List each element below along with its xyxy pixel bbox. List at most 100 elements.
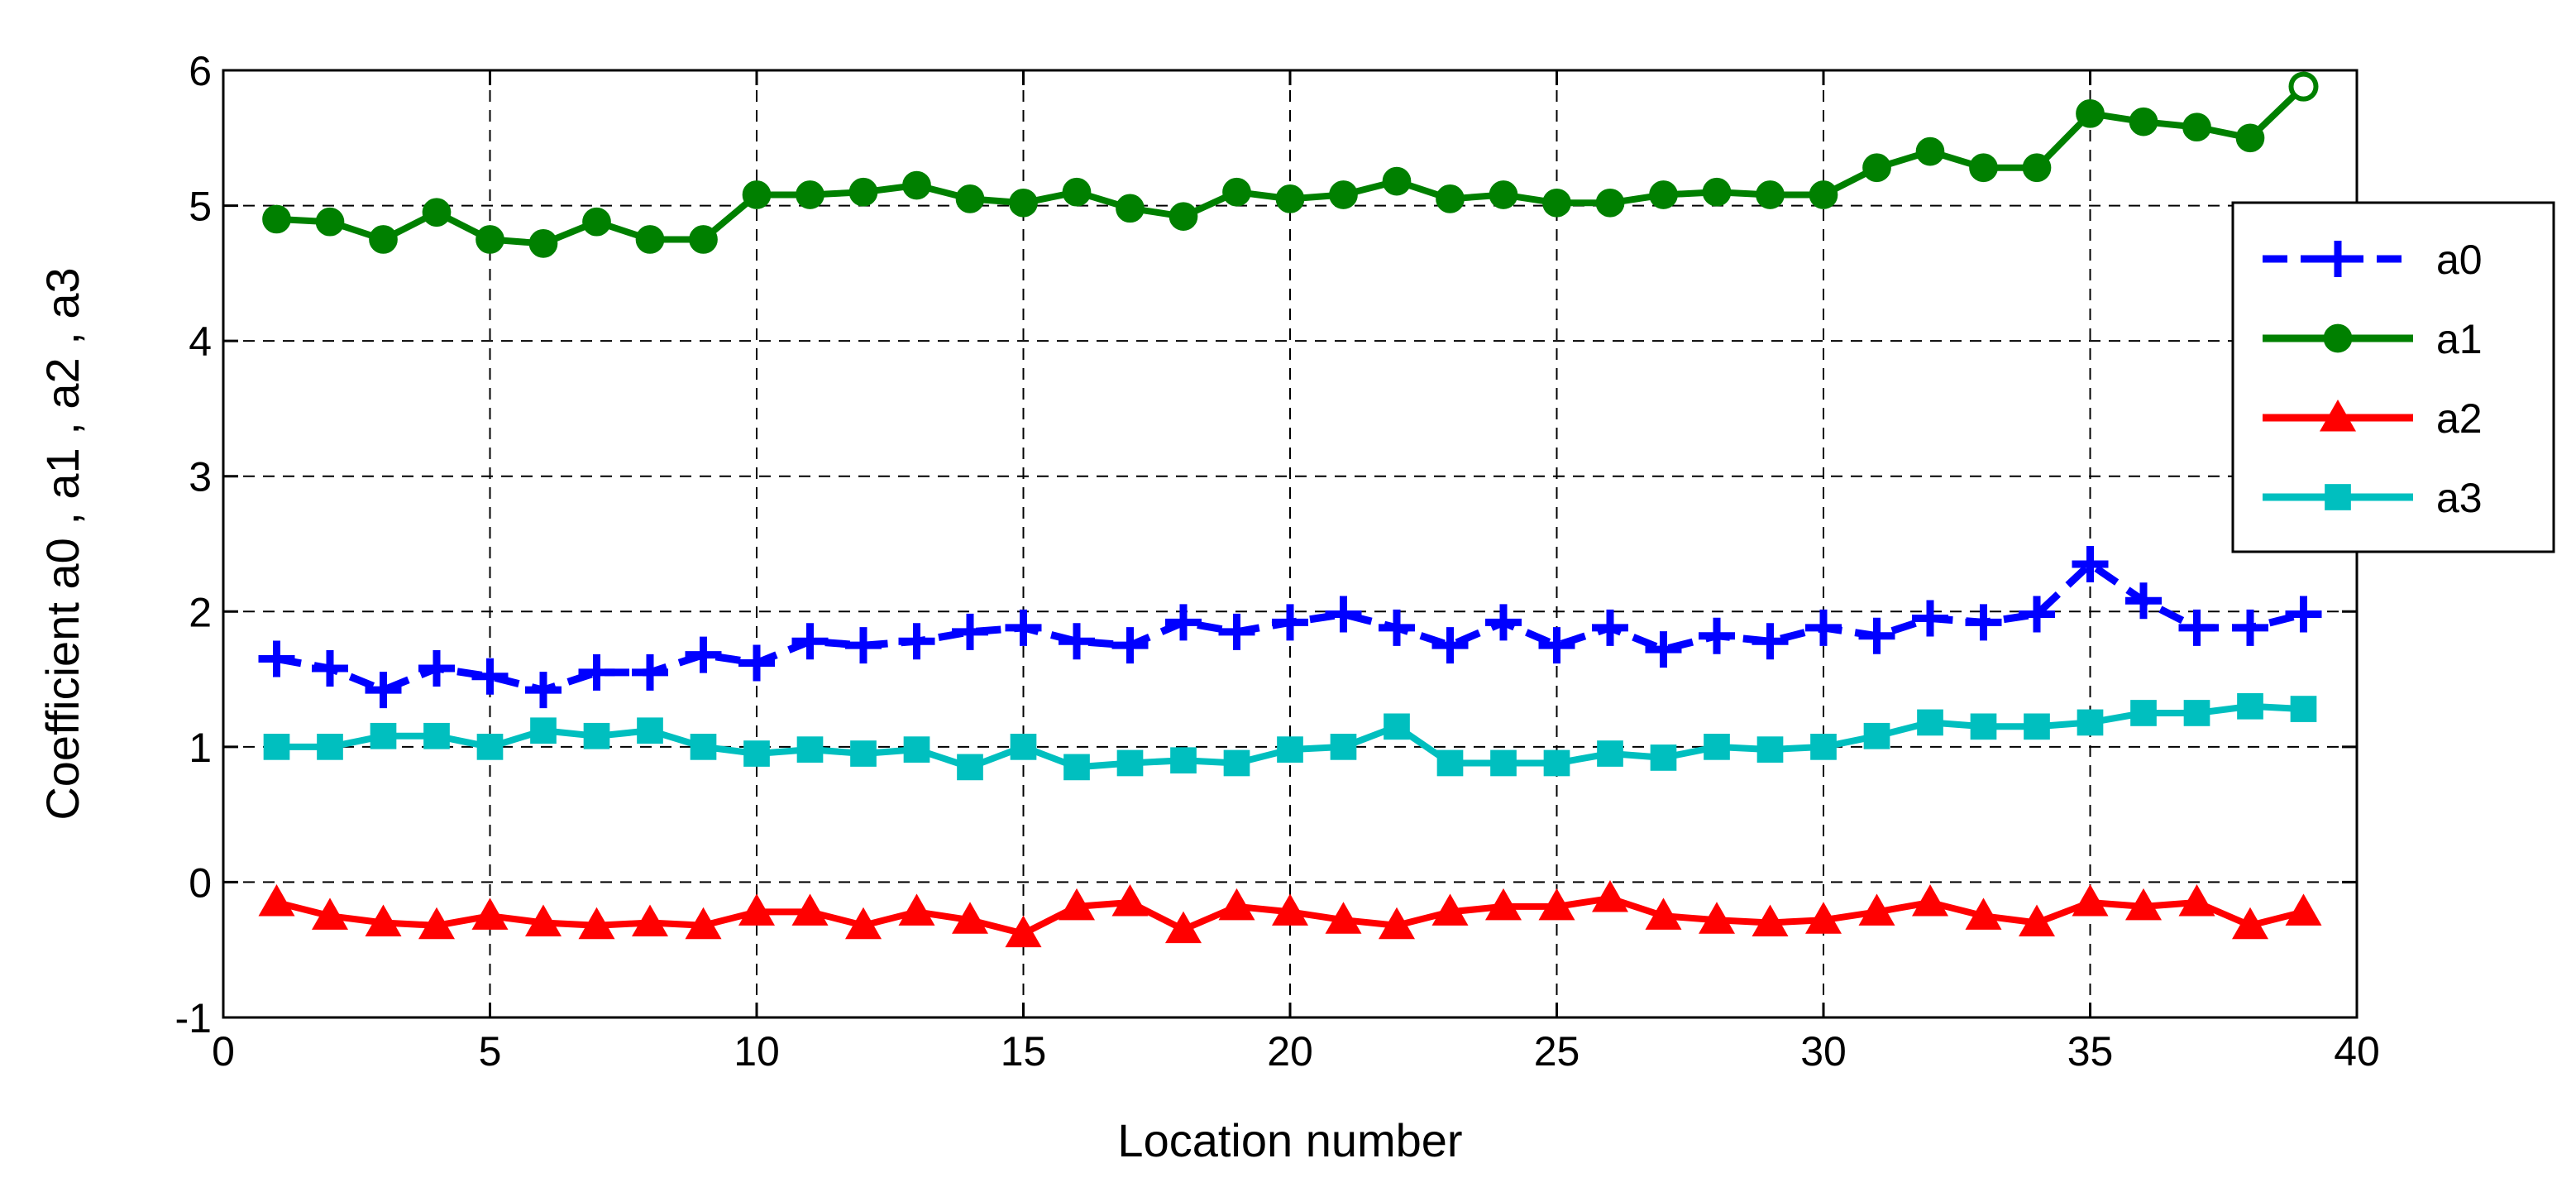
data-point-a3 bbox=[2077, 709, 2104, 736]
y-tick-label: -1 bbox=[175, 995, 212, 1041]
data-point-a3 bbox=[2237, 692, 2263, 720]
data-point-a0 bbox=[2285, 596, 2322, 633]
x-axis-label: Location number bbox=[1117, 1114, 1462, 1166]
data-point-a1 bbox=[422, 198, 452, 227]
series-a3 bbox=[263, 692, 2317, 781]
data-point-a1 bbox=[1222, 177, 1251, 207]
data-point-a1 bbox=[955, 184, 985, 213]
data-point-a0 bbox=[1059, 623, 1095, 660]
data-point-a0 bbox=[791, 623, 829, 660]
data-point-a1 bbox=[2235, 123, 2265, 153]
x-tick-label: 30 bbox=[1800, 1028, 1847, 1075]
data-point-a0 bbox=[1005, 609, 1042, 646]
data-point-a0 bbox=[1805, 609, 1842, 646]
data-point-a2 bbox=[1805, 902, 1842, 934]
data-point-a0 bbox=[685, 636, 722, 673]
data-point-a3 bbox=[850, 740, 877, 767]
data-point-a2 bbox=[1431, 893, 1469, 926]
data-point-a3 bbox=[263, 734, 290, 760]
data-point-a0 bbox=[525, 672, 562, 709]
data-point-a1 bbox=[1116, 194, 1145, 223]
data-point-a1 bbox=[1436, 184, 1465, 213]
legend-marker-a3 bbox=[2325, 484, 2351, 510]
data-point-a2 bbox=[1218, 888, 1255, 921]
data-point-a3 bbox=[317, 734, 343, 760]
data-point-a0 bbox=[1752, 623, 1789, 660]
y-tick-label: 4 bbox=[189, 318, 212, 365]
data-point-a1 bbox=[2129, 107, 2158, 136]
data-point-a1 bbox=[1329, 180, 1358, 209]
data-point-a2 bbox=[1752, 904, 1789, 936]
data-point-a0 bbox=[2232, 609, 2268, 646]
data-point-a2 bbox=[845, 907, 882, 940]
data-point-a2 bbox=[1858, 893, 1895, 926]
data-point-a1 bbox=[2076, 99, 2105, 128]
data-point-a0 bbox=[1218, 613, 1255, 650]
legend-marker-a0 bbox=[2320, 241, 2356, 277]
data-point-a2 bbox=[2178, 883, 2215, 917]
data-point-a0 bbox=[738, 644, 775, 682]
data-point-a3 bbox=[583, 722, 610, 749]
data-point-a1 bbox=[1542, 188, 1571, 218]
data-point-a3 bbox=[1223, 749, 1250, 777]
data-point-a3 bbox=[1810, 734, 1837, 760]
legend-label-a2: a2 bbox=[2436, 395, 2483, 442]
data-point-a0 bbox=[365, 672, 402, 709]
data-point-a0 bbox=[2178, 609, 2215, 646]
data-point-a3 bbox=[1650, 744, 1677, 771]
data-point-a1 bbox=[848, 177, 878, 207]
legend: a0 a1 a2 a3 bbox=[2231, 201, 2555, 553]
data-point-a1 bbox=[315, 207, 345, 237]
data-point-a0 bbox=[1592, 609, 1628, 646]
data-point-a1 bbox=[1862, 153, 1891, 183]
data-point-a3 bbox=[530, 717, 557, 744]
data-point-a2 bbox=[1965, 898, 2002, 930]
data-point-a2 bbox=[2125, 888, 2162, 921]
y-tick-label: 1 bbox=[189, 725, 212, 771]
data-point-a1 bbox=[1809, 180, 1838, 209]
data-point-a1 bbox=[1382, 166, 1412, 196]
x-tick-label: 15 bbox=[1001, 1028, 1047, 1075]
x-tick-label: 25 bbox=[1534, 1028, 1580, 1075]
data-point-a1 bbox=[1169, 202, 1198, 231]
y-tick-label: 2 bbox=[189, 589, 212, 635]
data-point-a2 bbox=[738, 893, 775, 926]
y-tick-label: 6 bbox=[189, 48, 212, 94]
x-tick-label: 0 bbox=[212, 1028, 235, 1075]
series-a2 bbox=[258, 880, 2322, 948]
data-point-a3 bbox=[476, 734, 504, 760]
data-point-a1 bbox=[1595, 188, 1625, 218]
x-tick-label: 5 bbox=[479, 1028, 502, 1075]
data-point-a1 bbox=[528, 229, 558, 258]
data-point-a1 bbox=[2288, 71, 2319, 102]
data-point-a3 bbox=[1170, 747, 1197, 774]
data-point-a0 bbox=[1111, 627, 1149, 664]
data-point-a3 bbox=[2024, 713, 2050, 740]
data-point-a2 bbox=[2232, 907, 2268, 940]
data-point-a2 bbox=[632, 904, 668, 936]
data-point-a2 bbox=[418, 907, 455, 940]
data-point-a1 bbox=[1275, 184, 1305, 213]
data-point-a3 bbox=[1384, 713, 1410, 740]
data-point-a3 bbox=[957, 754, 983, 781]
data-point-a2 bbox=[578, 907, 615, 940]
data-point-a1 bbox=[902, 170, 931, 200]
data-point-a0 bbox=[898, 623, 935, 660]
data-point-a0 bbox=[1165, 604, 1202, 641]
data-point-a0 bbox=[1699, 617, 1735, 654]
series-group bbox=[258, 71, 2322, 948]
data-point-a3 bbox=[1436, 749, 1464, 777]
data-point-a1 bbox=[2182, 112, 2211, 142]
legend-label-a3: a3 bbox=[2436, 475, 2483, 521]
data-point-a3 bbox=[1863, 722, 1890, 749]
data-point-a0 bbox=[2072, 546, 2109, 583]
data-point-a0 bbox=[1965, 604, 2002, 641]
data-point-a1 bbox=[2022, 153, 2052, 183]
legend-entry-a3: a3 bbox=[2263, 475, 2483, 521]
data-point-a3 bbox=[1010, 734, 1037, 760]
x-tick-label: 20 bbox=[1267, 1028, 1313, 1075]
data-point-a3 bbox=[1756, 736, 1784, 763]
data-point-a1 bbox=[635, 225, 665, 254]
series-a1 bbox=[262, 71, 2319, 258]
